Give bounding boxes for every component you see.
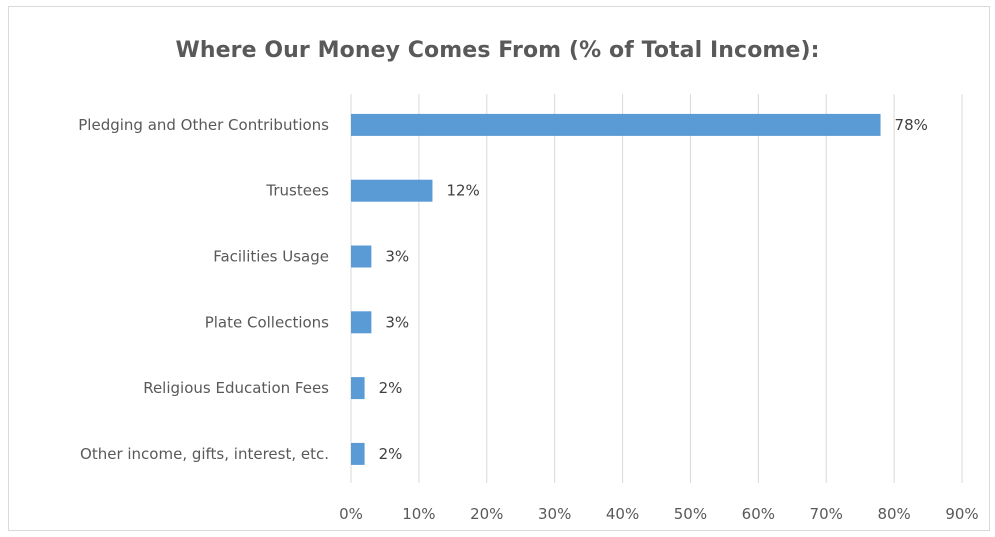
bar-0 xyxy=(351,113,881,136)
x-tick-label-4: 40% xyxy=(606,505,639,523)
data-label-2: 3% xyxy=(385,248,409,266)
bar-3 xyxy=(351,311,372,334)
chart-title: Where Our Money Comes From (% of Total I… xyxy=(175,38,820,63)
category-label-5: Other income, gifts, interest, etc. xyxy=(80,445,329,463)
data-label-1: 12% xyxy=(446,182,479,200)
x-tick-label-8: 80% xyxy=(877,505,910,523)
bar-4 xyxy=(351,377,365,400)
data-label-0: 78% xyxy=(895,116,928,134)
bar-5 xyxy=(351,442,365,465)
x-tick-label-9: 90% xyxy=(945,505,978,523)
bar-2 xyxy=(351,245,372,268)
x-tick-label-6: 60% xyxy=(742,505,775,523)
x-tick-label-1: 10% xyxy=(402,505,435,523)
gridlines xyxy=(350,94,963,483)
x-tick-label-0: 0% xyxy=(339,505,363,523)
bars xyxy=(351,113,881,465)
labels: 0% 10% 20% 30% 40% 50% 60% 70% 80% 90% Pledging an… xyxy=(78,116,978,523)
category-label-0: Pledging and Other Contributions xyxy=(78,116,329,134)
category-label-3: Plate Collections xyxy=(205,313,329,331)
x-tick-label-3: 30% xyxy=(538,505,571,523)
category-label-1: Trustees xyxy=(265,182,329,200)
x-tick-label-7: 70% xyxy=(810,505,843,523)
data-label-4: 2% xyxy=(379,379,403,397)
bar-1 xyxy=(351,179,433,202)
category-label-4: Religious Education Fees xyxy=(143,379,329,397)
data-label-5: 2% xyxy=(379,445,403,463)
data-label-3: 3% xyxy=(385,313,409,331)
x-tick-label-2: 20% xyxy=(470,505,503,523)
x-tick-label-5: 50% xyxy=(674,505,707,523)
category-label-2: Facilities Usage xyxy=(213,248,329,266)
